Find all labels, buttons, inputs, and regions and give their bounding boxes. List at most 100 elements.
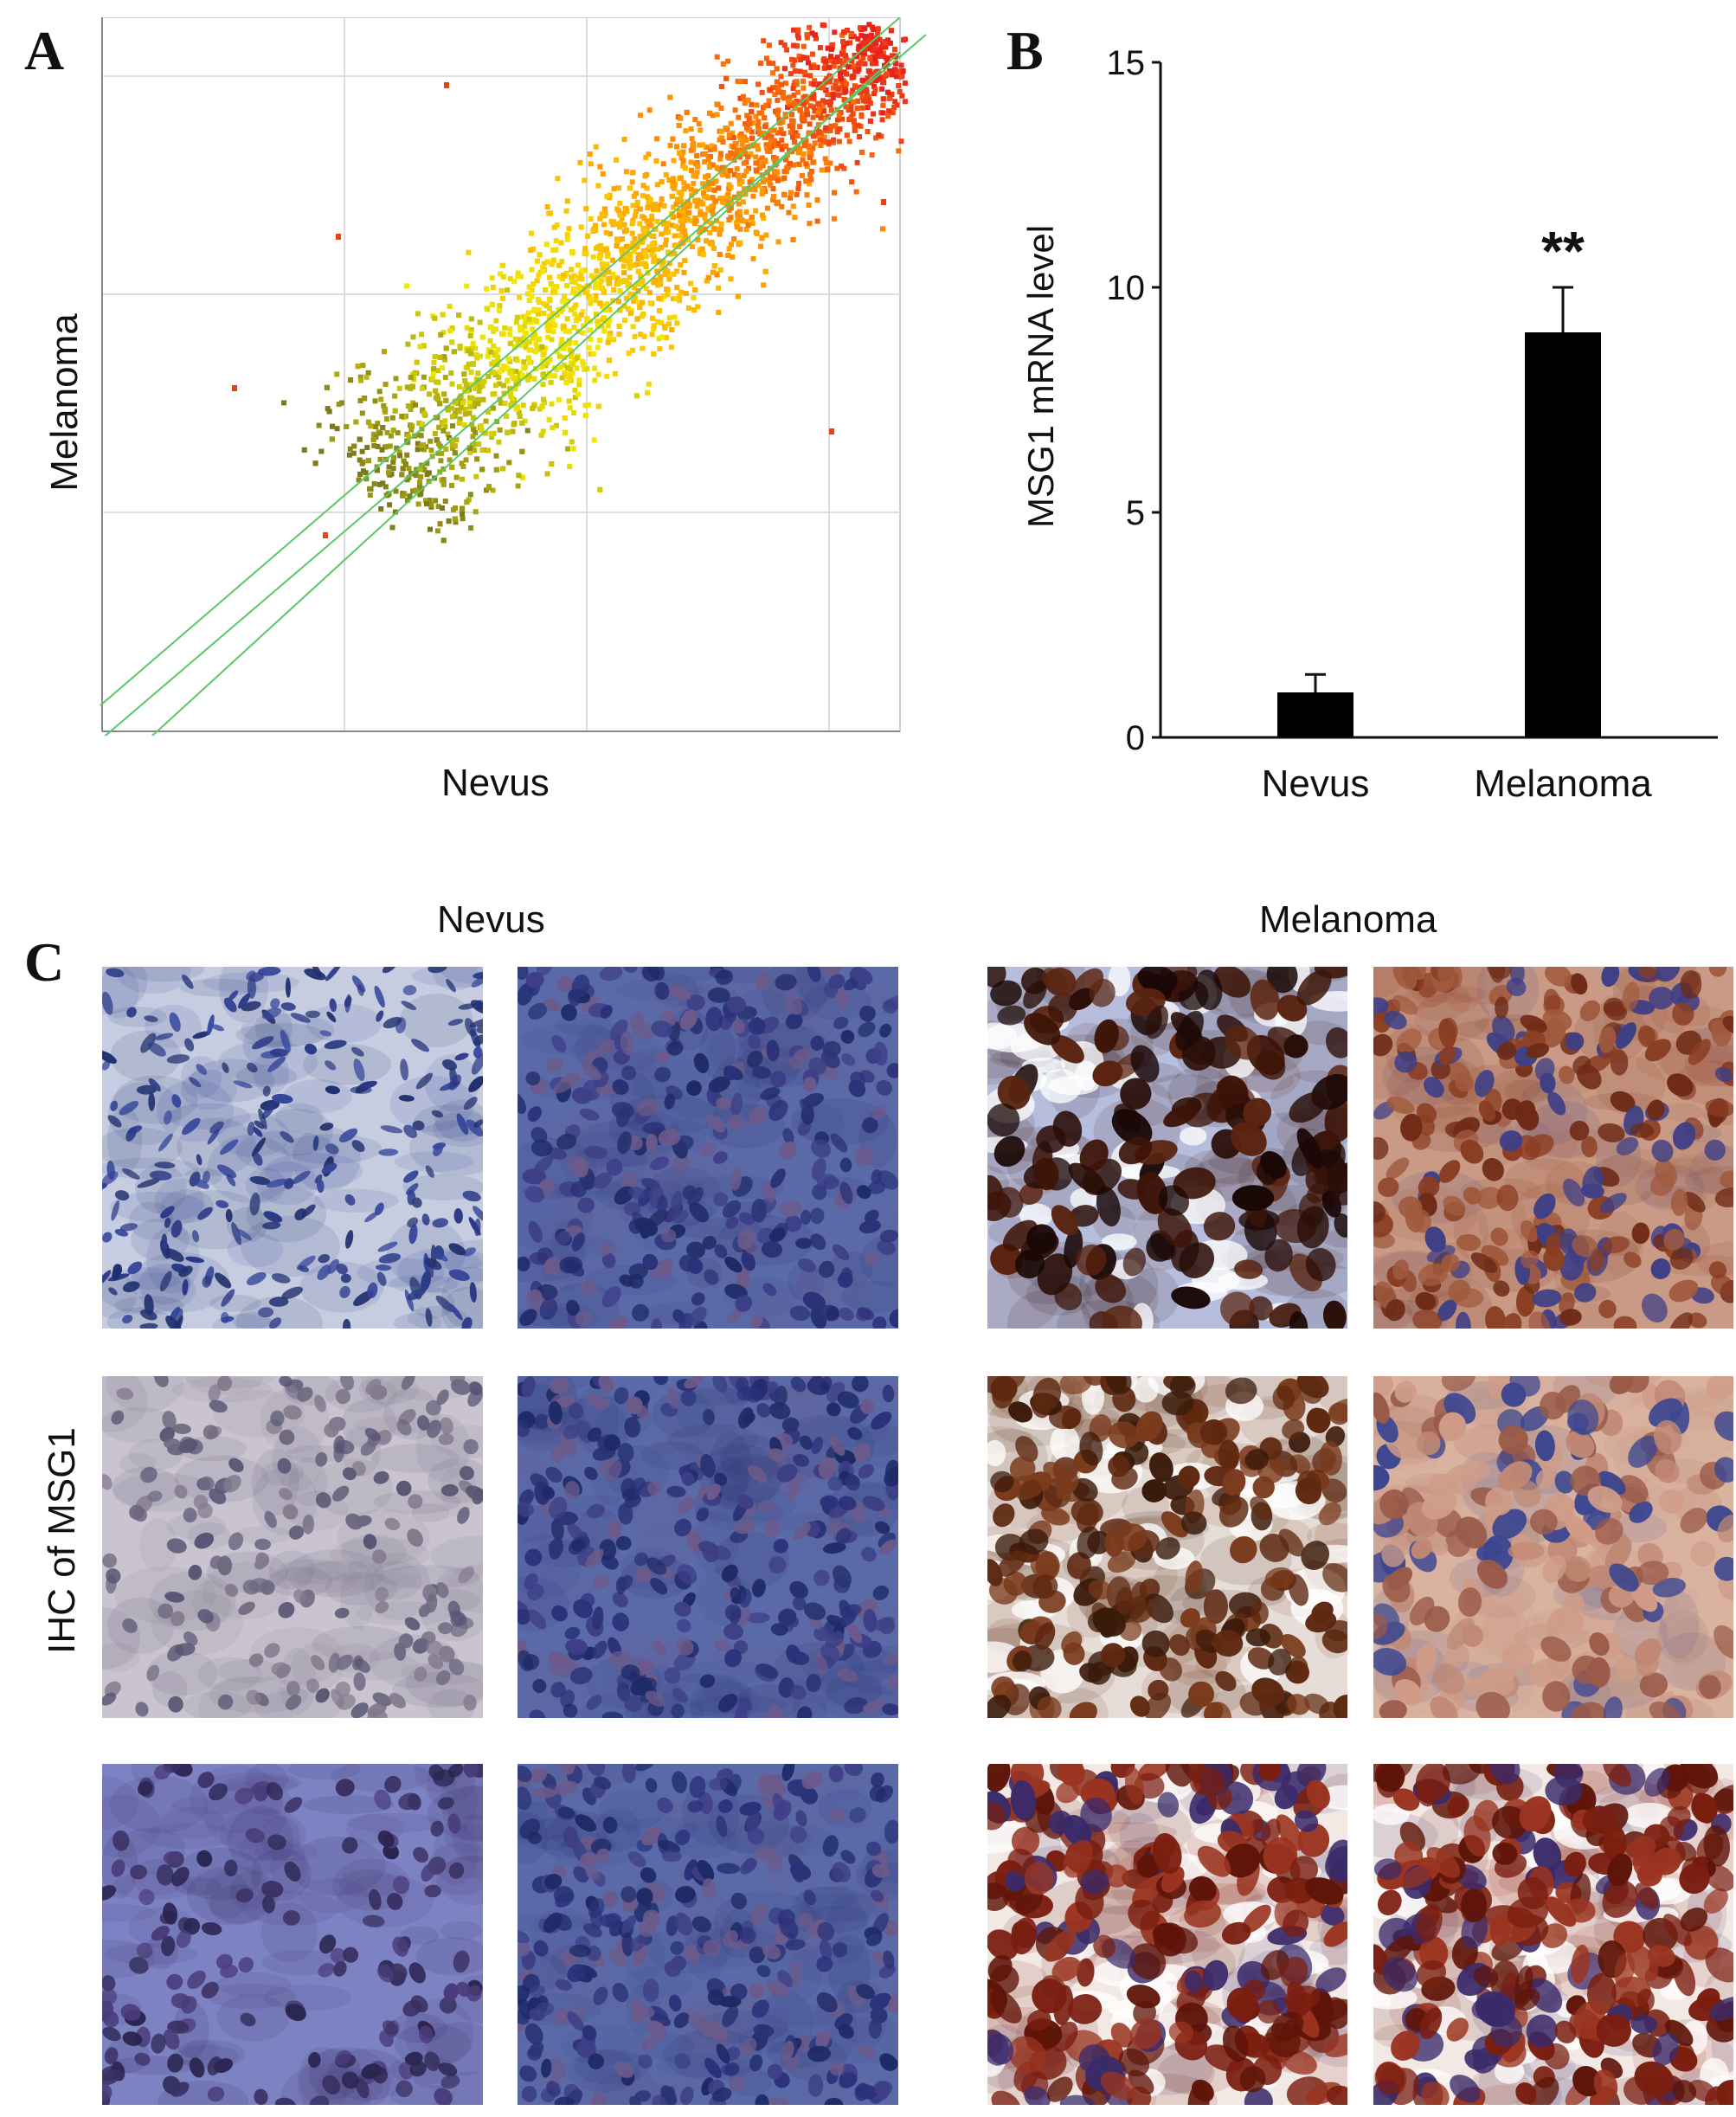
scatter-point bbox=[708, 146, 713, 152]
scatter-point bbox=[631, 298, 637, 304]
scatter-point bbox=[452, 516, 458, 522]
cell-nucleus bbox=[1111, 1109, 1153, 1146]
cell-nucleus bbox=[1495, 996, 1509, 1019]
cell-nucleus bbox=[755, 970, 769, 990]
scatter-point bbox=[373, 434, 379, 440]
cell-nucleus bbox=[258, 1307, 274, 1318]
scatter-point bbox=[711, 146, 717, 152]
cell-nucleus bbox=[882, 999, 898, 1013]
scatter-point bbox=[600, 266, 606, 272]
scatter-point bbox=[770, 196, 776, 203]
cell-nucleus bbox=[373, 1470, 389, 1484]
scatter-point bbox=[627, 291, 633, 297]
scatter-point bbox=[669, 193, 675, 199]
scatter-point bbox=[595, 319, 601, 325]
cell-nucleus bbox=[833, 1016, 849, 1030]
scatter-point bbox=[859, 77, 865, 83]
scatter-point bbox=[902, 99, 908, 105]
scatter-point bbox=[870, 48, 876, 54]
scatter-point bbox=[804, 55, 810, 61]
scatter-point bbox=[758, 243, 763, 249]
cell-nucleus bbox=[650, 1318, 663, 1329]
cell-nucleus bbox=[231, 1221, 242, 1245]
cell-nucleus bbox=[738, 1212, 755, 1226]
scatter-point bbox=[691, 181, 697, 186]
scatter-point bbox=[718, 135, 724, 141]
cell-nucleus bbox=[1668, 1279, 1699, 1303]
scatter-point bbox=[840, 47, 846, 53]
scatter-point bbox=[898, 74, 904, 80]
column-header-melanoma: Melanoma bbox=[1259, 898, 1437, 941]
scatter-point bbox=[584, 289, 590, 295]
tissue-mottle bbox=[671, 1218, 762, 1239]
scatter-point bbox=[553, 422, 559, 428]
scatter-point bbox=[734, 224, 740, 230]
cell-nucleus bbox=[411, 1039, 429, 1052]
scatter-point bbox=[854, 159, 860, 165]
scatter-point bbox=[902, 80, 908, 87]
cell-nucleus bbox=[872, 1316, 887, 1329]
cell-nucleus bbox=[178, 1265, 193, 1277]
cell-nucleus bbox=[570, 1181, 587, 1198]
cell-nucleus bbox=[364, 1427, 381, 1442]
scatter-point bbox=[461, 371, 467, 377]
scatter-point bbox=[758, 61, 764, 67]
scatter-point bbox=[714, 272, 720, 278]
cell-nucleus bbox=[190, 1177, 209, 1189]
scatter-point bbox=[528, 248, 534, 254]
cell-nucleus bbox=[762, 1283, 777, 1297]
scatter-point bbox=[711, 263, 717, 269]
scatter-point bbox=[547, 357, 553, 363]
scatter-point bbox=[625, 306, 631, 312]
scatter-point bbox=[737, 240, 743, 246]
scatter-point bbox=[768, 144, 775, 150]
scatter-point bbox=[437, 443, 443, 449]
scatter-point bbox=[664, 222, 670, 228]
scatter-point bbox=[718, 227, 724, 233]
scatter-point bbox=[730, 130, 736, 136]
scatter-point bbox=[628, 244, 634, 250]
scatter-point bbox=[827, 102, 833, 108]
scatter-point bbox=[794, 133, 800, 139]
scatter-point bbox=[749, 186, 755, 192]
cell-nucleus bbox=[417, 1415, 430, 1431]
scatter-point bbox=[565, 374, 570, 380]
scatter-point bbox=[597, 164, 603, 170]
scatter-point bbox=[839, 163, 845, 169]
scatter-point bbox=[831, 216, 837, 222]
scatter-point bbox=[728, 150, 734, 156]
scatter-point bbox=[652, 202, 658, 207]
scatter-point bbox=[710, 269, 716, 275]
scatter-point bbox=[440, 477, 447, 483]
cell-nucleus bbox=[279, 1376, 293, 1387]
cell-nucleus bbox=[465, 1018, 477, 1037]
scatter-point bbox=[606, 280, 612, 286]
scatter-point bbox=[745, 97, 751, 103]
scatter-point bbox=[351, 443, 357, 449]
scatter-point bbox=[507, 331, 513, 338]
scatter-point bbox=[500, 273, 506, 280]
scatter-point bbox=[561, 273, 567, 278]
scatter-point bbox=[630, 324, 636, 330]
scatter-point bbox=[680, 223, 685, 229]
scatter-point bbox=[569, 267, 575, 273]
scatter-point bbox=[497, 381, 503, 387]
scatter-point bbox=[799, 116, 805, 122]
cell-nucleus bbox=[146, 1664, 160, 1682]
scatter-point bbox=[704, 145, 710, 150]
cell-nucleus bbox=[802, 1291, 826, 1310]
scatter-point bbox=[883, 64, 889, 70]
scatter-point bbox=[611, 186, 617, 192]
bar-y-tick-label: 5 bbox=[1126, 494, 1145, 532]
scatter-point bbox=[544, 259, 550, 265]
scatter-point bbox=[886, 95, 892, 101]
scatter-point bbox=[898, 62, 904, 68]
scatter-point bbox=[836, 138, 842, 145]
scatter-point bbox=[768, 138, 774, 145]
scatter-point bbox=[418, 491, 424, 497]
scatter-point bbox=[812, 108, 818, 114]
scatter-point bbox=[316, 422, 322, 428]
scatter-point bbox=[766, 98, 772, 104]
scatter-point bbox=[807, 150, 813, 156]
cell-nucleus bbox=[1089, 978, 1116, 1007]
